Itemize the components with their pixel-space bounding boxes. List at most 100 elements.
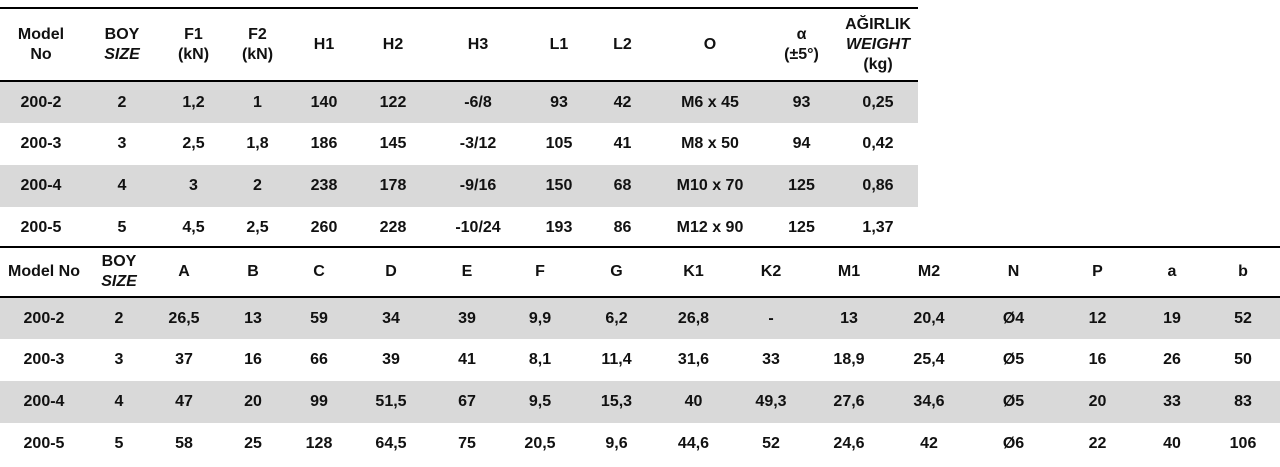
cell: 68	[590, 165, 655, 207]
header-cell: K1	[655, 247, 732, 298]
header-text: Model No	[8, 263, 80, 280]
cell: 52	[1206, 297, 1280, 339]
cell: 5	[117, 219, 127, 236]
row: 200-2 2 1,2 1 140 122 -6/8 93 42 M6 x 45 93 0,25	[0, 81, 918, 123]
header-text: P	[1092, 263, 1103, 280]
row: 200-4 4 3 2 238 178 -9/16 150 68 M10 x 70 125 0,86	[0, 165, 918, 207]
header-text: WEIGHT	[846, 35, 910, 53]
header-text: M1	[837, 263, 861, 280]
cell: 66	[310, 351, 328, 368]
cell: 25,4	[913, 351, 945, 368]
header-text: G	[610, 263, 623, 280]
cell: 0,25	[838, 81, 918, 123]
header-cell: E	[432, 247, 502, 298]
cell: 33	[1138, 381, 1206, 423]
header-text: BOY	[104, 25, 140, 43]
header-text: (kg)	[863, 55, 893, 73]
cell: 42	[920, 435, 938, 452]
header-cell: L2	[590, 8, 655, 82]
header-text: F1	[184, 25, 203, 43]
header-cell: O	[655, 8, 765, 82]
header-cell: A	[150, 247, 218, 298]
cell: 99	[288, 381, 350, 423]
cell: Ø5	[970, 381, 1057, 423]
cell: M6 x 45	[655, 81, 765, 123]
cell: 2	[88, 297, 150, 339]
cell: 52	[762, 435, 780, 452]
cell: 4	[88, 381, 150, 423]
cell: 22	[1088, 435, 1107, 452]
cell: 51,5	[350, 381, 432, 423]
cell: Ø4	[970, 297, 1057, 339]
cell: -	[732, 297, 810, 339]
cell: 1,8	[246, 135, 269, 152]
cell: 1	[225, 81, 290, 123]
header-text: H3	[467, 35, 489, 53]
header-text: A	[178, 263, 190, 280]
cell: M12 x 90	[676, 219, 744, 236]
cell: 0,86	[838, 165, 918, 207]
cell: 26,5	[150, 297, 218, 339]
cell: 93	[765, 81, 838, 123]
cell: 16	[244, 351, 262, 368]
cell: 150	[528, 165, 590, 207]
header-text: SIZE	[101, 273, 137, 290]
row: 200-5 5 4,5 2,5 260 228 -10/24 193 86 M12 x 90 125…	[0, 207, 918, 249]
header-cell: b	[1206, 247, 1280, 298]
cell: -10/24	[455, 219, 501, 236]
header-cell: M2	[888, 247, 970, 298]
header-text: (±5°)	[784, 45, 819, 63]
row: 200-4 4 47 20 99 51,5 67 9,5 15,3 40 49,3 27,6 34,6 Ø…	[0, 381, 1280, 423]
header-cell: H1	[290, 8, 358, 82]
cell: 64,5	[375, 435, 407, 452]
cell: 41	[613, 135, 632, 152]
cell: 37	[175, 351, 193, 368]
cell: -9/16	[428, 165, 528, 207]
cell: 193	[545, 219, 573, 236]
header-text: F2	[248, 25, 267, 43]
cell: 24,6	[833, 435, 865, 452]
row: 200-3 3 37 16 66 39 41 8,1 11,4 31,6 33 18,9 25,4 Ø5 1…	[0, 339, 1280, 381]
header-cell: G	[578, 247, 655, 298]
cell: 16	[1088, 351, 1107, 368]
cell: 105	[545, 135, 573, 152]
cell: 40	[655, 381, 732, 423]
cell: 4,5	[182, 219, 205, 236]
cell: 3	[162, 165, 225, 207]
cell: 200-2	[0, 81, 82, 123]
header-cell: Model No	[0, 247, 88, 298]
cell: 128	[305, 435, 333, 452]
cell: 145	[379, 135, 407, 152]
cell: 93	[528, 81, 590, 123]
header-cell: C	[288, 247, 350, 298]
header-text: a	[1167, 263, 1177, 280]
cell: 106	[1229, 435, 1257, 452]
cell: 228	[379, 219, 407, 236]
cell: 13	[218, 297, 288, 339]
cell: 18,9	[833, 351, 865, 368]
header-text: Model	[17, 25, 65, 43]
cell: 19	[1138, 297, 1206, 339]
header-text: L2	[613, 35, 632, 53]
cell: 31,6	[677, 351, 710, 368]
cell: 50	[1234, 351, 1252, 368]
cell: 44,6	[677, 435, 710, 452]
header-text: (kN)	[241, 45, 274, 63]
cell: Ø5	[1002, 351, 1025, 368]
row: 200-5 5 58 25 128 64,5 75 20,5 9,6 44,6 52 24,6 42 Ø6…	[0, 423, 1280, 465]
cell: 86	[613, 219, 632, 236]
header-cell: B	[218, 247, 288, 298]
cell: 1,37	[862, 219, 894, 236]
cell: 40	[1163, 435, 1181, 452]
cell: 20,4	[888, 297, 970, 339]
cell: 25	[244, 435, 262, 452]
cell: 59	[288, 297, 350, 339]
header-cell: Model No	[0, 8, 82, 82]
cell: 200-4	[0, 381, 88, 423]
header-cell: P	[1057, 247, 1138, 298]
header-text: E	[461, 263, 473, 280]
header-cell: L1	[528, 8, 590, 82]
header-cell: α (±5°)	[765, 8, 838, 82]
header-text: N	[1007, 263, 1020, 280]
